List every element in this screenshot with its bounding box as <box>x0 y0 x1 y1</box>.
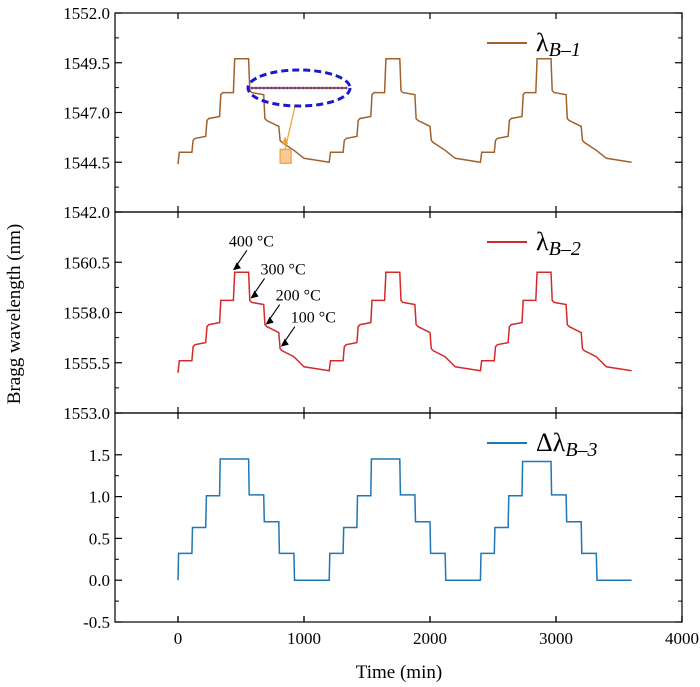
annotation-label: 300 °C <box>261 261 306 278</box>
inset-trace-point <box>309 86 313 90</box>
panel-1: 1542.0 1544.5 1547.0 1549.5 1552.0 λB–1 <box>63 4 683 222</box>
legend-label: λB–1 <box>536 28 581 61</box>
legend-symbol: λ <box>536 227 549 256</box>
annotation-label: 200 °C <box>276 288 321 305</box>
y-tick-label: 1.0 <box>89 488 110 507</box>
panel-3: -0.5 0.0 0.5 1.0 1.5 ΔλB–3 <box>83 412 683 632</box>
annotation-label: 100 °C <box>291 310 336 327</box>
legend-subscript: B–2 <box>549 238 581 260</box>
y-tick-label: 1542.0 <box>63 203 110 222</box>
inset-trace-point <box>344 86 348 90</box>
inset-trace-point <box>262 86 266 90</box>
legend-label: ΔλB–3 <box>536 428 598 461</box>
y-tick-label: 1553.0 <box>63 404 110 423</box>
inset-trace-point <box>328 86 332 90</box>
inset-trace-point <box>250 86 254 90</box>
inset-trace-point <box>313 86 317 90</box>
x-axis: 0 1000 2000 3000 4000 <box>174 616 699 648</box>
y-tick-label: 1.5 <box>89 446 110 465</box>
annotation-arrowhead <box>232 262 241 271</box>
y-tick-label: 1558.0 <box>63 304 110 323</box>
inset-trace-point <box>317 86 320 90</box>
y-tick-label: 1560.5 <box>63 253 110 272</box>
inset-trace-point <box>254 86 258 90</box>
inset-trace-point <box>278 86 281 90</box>
inset-trace-point <box>325 86 328 90</box>
annotation-arrowhead <box>265 316 274 325</box>
y-tick-label: -0.5 <box>83 613 110 632</box>
inset-ellipse <box>246 68 352 108</box>
x-tick-label: 3000 <box>539 629 573 648</box>
legend-label: λB–2 <box>536 227 581 260</box>
inset-trace-point <box>305 86 309 90</box>
series-line-1 <box>177 58 632 165</box>
inset-trace-point <box>258 86 262 90</box>
y-tick-label: 0.0 <box>89 571 110 590</box>
series-line-2 <box>177 271 632 373</box>
x-tick-label: 0 <box>174 629 183 648</box>
y-tick-label: 0.5 <box>89 529 110 548</box>
x-tick-label: 4000 <box>665 629 699 648</box>
y-tick-label: 1552.0 <box>63 4 110 23</box>
annotation-label: 400 °C <box>229 233 274 250</box>
panels-layer: 1542.01544.51547.01549.51552.0λB–11553.0… <box>63 4 683 632</box>
y-tick-label: 1549.5 <box>63 54 110 73</box>
inset-trace-point <box>274 86 277 90</box>
panel-2: 1553.0 1555.5 1558.0 1560.5 λB–2 400 °C 300 °C… <box>63 211 683 423</box>
legend-symbol: λ <box>536 28 549 57</box>
inset-trace-point <box>321 86 324 90</box>
panel-frame <box>114 12 683 213</box>
legend-symbol: Δλ <box>536 428 566 457</box>
inset-trace-point <box>340 86 344 90</box>
x-axis-title: Time (min) <box>356 662 442 683</box>
inset-trace-point <box>289 86 293 90</box>
inset-trace-point <box>266 86 270 90</box>
y-axis-title: Bragg wavelength (nm) <box>4 224 25 404</box>
inset-trace-point <box>293 86 297 90</box>
annotation-arrowhead <box>280 338 289 347</box>
x-tick-label: 2000 <box>413 629 447 648</box>
inset-trace-point <box>301 86 305 90</box>
inset-trace-point <box>297 86 301 90</box>
inset-trace-point <box>281 86 285 90</box>
annotation-arrowhead <box>250 290 259 299</box>
inset-trace-point <box>270 86 273 90</box>
legend-subscript: B–1 <box>549 39 581 61</box>
y-tick-label: 1547.0 <box>63 104 110 123</box>
inset-trace-point <box>336 86 340 90</box>
inset-trace-point <box>332 86 336 90</box>
y-tick-label: 1544.5 <box>63 153 110 172</box>
legend-subscript: B–3 <box>565 439 597 461</box>
y-tick-label: 1555.5 <box>63 354 110 373</box>
inset-source-box <box>279 148 292 164</box>
panel-frame <box>114 211 683 414</box>
inset-trace-point <box>285 86 289 90</box>
inset-connector-head <box>282 136 289 145</box>
x-tick-label: 1000 <box>287 629 321 648</box>
series-line-3 <box>177 458 632 581</box>
